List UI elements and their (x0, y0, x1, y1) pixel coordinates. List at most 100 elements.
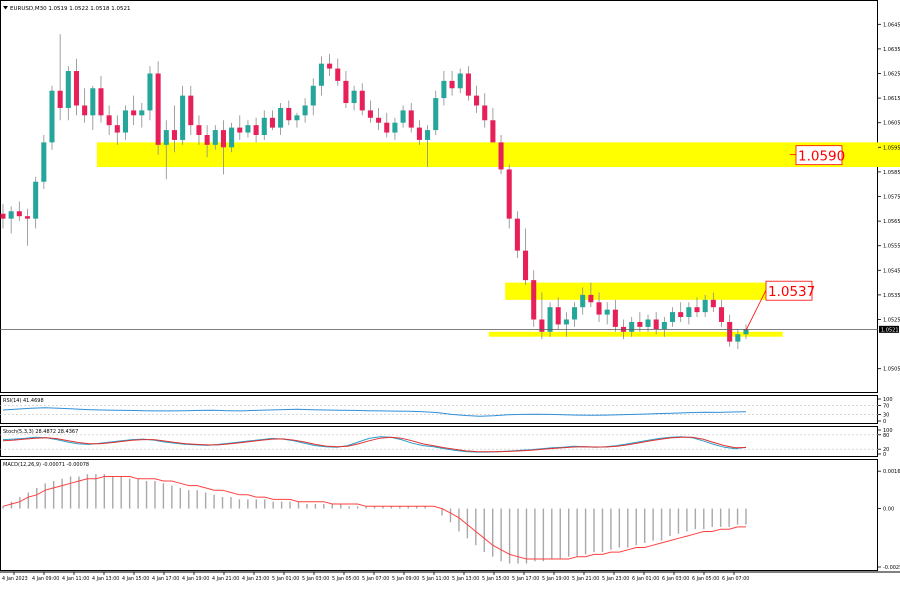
time-tick-label: 4 Jan 17:00 (152, 576, 179, 582)
candle-body (465, 73, 471, 96)
resistance-zone-3 (488, 331, 783, 337)
candle-body (139, 110, 145, 116)
price-tick-label: 1.0645 (883, 22, 900, 28)
candle-body (392, 122, 398, 133)
stoch-main-line (2, 436, 747, 453)
candle-body (131, 110, 137, 116)
candle-body (563, 319, 569, 325)
macd-tick-label: -0.00255 (883, 565, 900, 571)
price-tick-label: 1.0585 (883, 170, 900, 176)
time-tick-label: 4 Jan 11:00 (62, 576, 89, 582)
candle-body (90, 88, 96, 116)
price-tick-label: 1.0595 (883, 145, 900, 151)
rsi-panel-frame (0, 395, 878, 424)
rsi-tick-label: 100 (883, 397, 893, 403)
candle-body (433, 98, 439, 131)
candle-body (253, 125, 259, 135)
time-tick-label: 6 Jan 07:00 (722, 576, 749, 582)
candle-body (188, 95, 194, 126)
time-tick-label: 5 Jan 17:00 (512, 576, 539, 582)
candle-body (302, 105, 308, 116)
time-tick-label: 6 Jan 05:00 (692, 576, 719, 582)
candle-body (474, 95, 480, 106)
candle-body (539, 319, 545, 332)
price-tick-label: 1.0625 (883, 72, 900, 78)
candle-body (669, 312, 676, 322)
time-tick-label: 5 Jan 11:00 (422, 576, 449, 582)
candle-body (237, 127, 243, 133)
rsi-tick-label: 70 (883, 404, 889, 410)
price-tick-label: 1.0605 (883, 121, 900, 127)
price-tick-label: 1.0545 (883, 268, 900, 274)
chevron-down-icon[interactable] (3, 6, 8, 10)
stoch-tick-label: 80 (883, 433, 889, 439)
candle-body (400, 110, 406, 123)
stoch-tick-label: 100 (883, 428, 893, 434)
macd-tick-label: 0.00163 (883, 469, 900, 475)
candle-body (269, 117, 275, 128)
time-tick-label: 5 Jan 09:00 (392, 576, 419, 582)
candle-body (196, 125, 202, 135)
stoch-panel-frame (0, 426, 878, 457)
candle-body (122, 110, 129, 133)
zone-label-1: 1.0590 (798, 149, 845, 165)
candle-body (24, 216, 31, 219)
candle-body (286, 107, 292, 121)
time-tick-label: 5 Jan 19:00 (542, 576, 569, 582)
candle-body (343, 80, 349, 104)
candle-body (204, 135, 210, 145)
candle-body (327, 63, 333, 69)
time-tick-label: 4 Jan 21:00 (212, 576, 239, 582)
candle-body (171, 130, 177, 140)
candle-body (114, 125, 120, 133)
macd-title: MACD(12,26,9) -0.00071 -0.00078 (3, 462, 89, 468)
candle-body (686, 307, 692, 318)
time-tick-label: 5 Jan 01:00 (272, 576, 299, 582)
price-tick-label: 1.0525 (883, 318, 900, 324)
candle-body (82, 105, 88, 116)
candle-body (367, 110, 373, 118)
candle-body (735, 334, 741, 342)
candle-body (294, 115, 300, 121)
rsi-title: RSI(14) 41.4698 (3, 398, 44, 404)
candle-body (694, 307, 700, 313)
candle-body (351, 90, 357, 104)
candle-body (727, 321, 733, 342)
candle-body (335, 68, 341, 81)
price-tick-label: 1.0555 (883, 244, 900, 250)
time-tick-label: 5 Jan 03:00 (302, 576, 329, 582)
candle-body (482, 105, 488, 121)
candle-body (384, 122, 390, 133)
resistance-zone-2 (505, 282, 800, 300)
candle-body (678, 312, 684, 318)
candle-body (212, 130, 218, 145)
candle-body (653, 319, 659, 330)
zone-label-connector (745, 290, 767, 331)
candle-body (637, 321, 643, 327)
time-tick-label: 4 Jan 23:00 (242, 576, 269, 582)
time-tick-label: 4 Jan 19:00 (182, 576, 209, 582)
candle-body (376, 117, 382, 123)
resistance-zone-1 (96, 142, 900, 167)
candle-body (261, 117, 267, 135)
candle-body (441, 80, 447, 99)
macd-signal-line (2, 476, 746, 560)
candle-body (555, 307, 561, 325)
stoch-title: Stoch(5,3,3) 28.4872 28.4367 (3, 429, 78, 435)
candle-body (457, 73, 463, 89)
candle-body (147, 73, 153, 111)
candle-body (98, 88, 104, 116)
time-tick-label: 4 Jan 2023 (2, 576, 28, 582)
candle-body (163, 130, 169, 145)
candle-body (531, 280, 537, 320)
time-tick-label: 5 Jan 15:00 (482, 576, 509, 582)
price-tick-label: 1.0505 (883, 367, 900, 373)
time-tick-label: 6 Jan 03:00 (662, 576, 689, 582)
candle-body (425, 130, 431, 140)
candle-body (702, 299, 708, 313)
price-tick-label: 1.0535 (883, 293, 900, 299)
time-tick-label: 5 Jan 13:00 (452, 576, 479, 582)
time-tick-label: 4 Jan 13:00 (92, 576, 119, 582)
